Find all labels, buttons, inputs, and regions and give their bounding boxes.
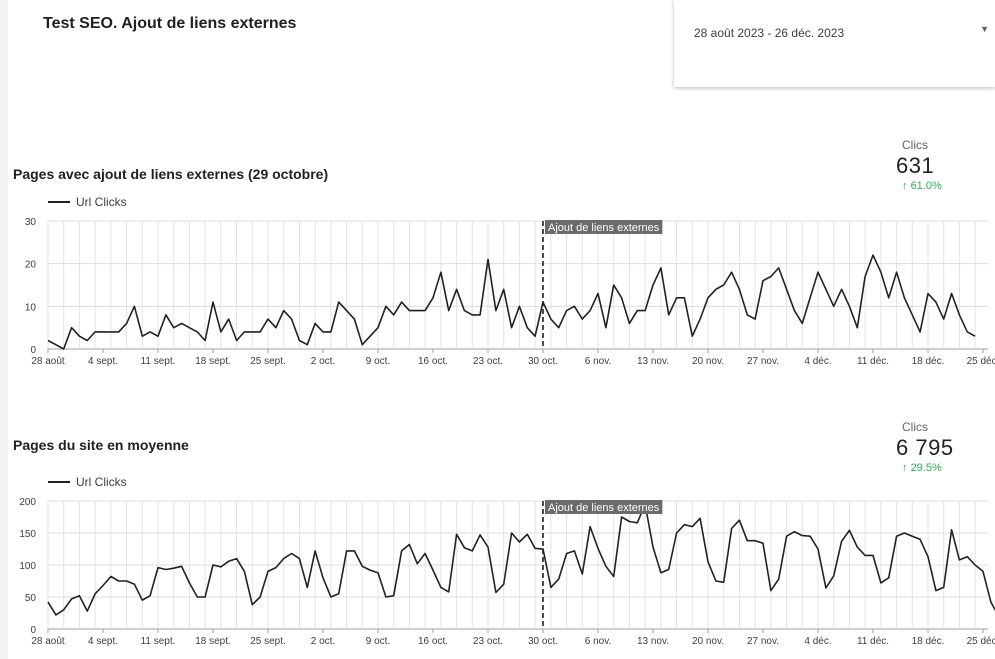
arrow-up-icon: ↑	[902, 462, 908, 474]
x-tick-label: 11 déc.	[857, 356, 889, 367]
x-tick-label: 16 oct.	[418, 356, 448, 367]
y-tick-label: 100	[19, 561, 36, 572]
dropdown-arrow-icon[interactable]: ▼	[980, 24, 989, 34]
kpi-1-value: 631	[896, 153, 935, 178]
chart-1-plot: 0 10 20 30 28 août 4 sept. 11 sept. 18 sept. 25 …	[25, 217, 995, 367]
annotation-tag: Ajout de liens externes	[545, 220, 663, 234]
x-tick-label: 13 nov.	[637, 636, 669, 647]
x-tick-label: 2 oct.	[311, 356, 335, 367]
x-tick-label: 9 oct.	[366, 636, 390, 647]
y-tick-label: 10	[25, 302, 37, 313]
x-tick-label: 6 nov.	[585, 356, 612, 367]
kpi-2-label: Clics	[902, 420, 928, 434]
annotation-label: Ajout de liens externes	[548, 502, 660, 514]
annotation-label-bg	[545, 220, 663, 234]
x-tick-label: 2 oct.	[311, 636, 335, 647]
x-tick-label: 27 nov.	[747, 356, 779, 367]
x-tick-label: 18 sept.	[195, 356, 231, 367]
kpi-1-delta-value: 61.0%	[910, 180, 942, 192]
y-tick-label: 200	[19, 497, 36, 508]
left-edge	[0, 0, 8, 659]
kpi-2-value: 6 795	[896, 435, 954, 460]
chart-2-legend-label: Url Clicks	[76, 475, 127, 489]
x-tick-label: 11 sept.	[141, 636, 176, 647]
x-tick-label: 18 déc.	[912, 636, 945, 647]
chart-2-kpi: Clics 6 795 ↑ 29.5%	[896, 420, 956, 474]
legend-line-icon	[48, 481, 70, 483]
x-tick-label: 11 sept.	[141, 356, 176, 367]
x-tick-label: 25 sept.	[250, 356, 286, 367]
kpi-1-label: Clics	[902, 138, 928, 152]
x-tick-label: 23 oct.	[473, 636, 503, 647]
x-tick-label: 18 déc.	[912, 356, 945, 367]
chart-2-plot: 0 50 100 150 200 28 août 4 sept. 11 sept. 18 sep…	[19, 497, 995, 647]
chart-2-title: Pages du site en moyenne	[13, 437, 189, 453]
series-line-url-clicks	[47, 503, 995, 616]
x-tick-label: 11 déc.	[857, 636, 889, 647]
x-tick-label: 13 nov.	[637, 356, 669, 367]
x-tick-label: 25 déc.	[967, 636, 995, 647]
arrow-up-icon: ↑	[902, 180, 908, 192]
report-title: Test SEO. Ajout de liens externes	[43, 15, 297, 32]
chart-1-legend-label: Url Clicks	[76, 195, 127, 209]
x-tick-label: 18 sept.	[195, 636, 231, 647]
annotation-label-bg	[545, 500, 663, 514]
date-range-value[interactable]: 28 août 2023 - 26 déc. 2023	[694, 26, 845, 40]
y-tick-label: 20	[25, 260, 37, 271]
chart-1-legend: Url Clicks	[48, 195, 127, 209]
y-tick-label: 30	[25, 217, 37, 228]
x-tick-label: 23 oct.	[473, 356, 503, 367]
y-tick-label: 0	[30, 625, 36, 636]
kpi-2-delta-value: 29.5%	[910, 462, 942, 474]
chart-2-legend: Url Clicks	[48, 475, 127, 489]
x-tick-label: 27 nov.	[747, 636, 779, 647]
kpi-1-delta: ↑ 61.0%	[902, 180, 956, 192]
annotation-tag: Ajout de liens externes	[545, 500, 663, 514]
kpi-2-delta: ↑ 29.5%	[902, 462, 956, 474]
x-tick-label: 20 nov.	[692, 356, 724, 367]
x-tick-label: 4 déc.	[804, 356, 831, 367]
x-tick-label: 20 nov.	[692, 636, 724, 647]
date-range-control[interactable]: 28 août 2023 - 26 déc. 2023 ▼	[674, 0, 995, 87]
x-tick-label: 16 oct.	[418, 636, 448, 647]
x-tick-label: 9 oct.	[366, 356, 390, 367]
x-tick-label: 6 nov.	[585, 636, 612, 647]
annotation-label: Ajout de liens externes	[548, 222, 660, 234]
y-tick-label: 50	[25, 593, 37, 604]
x-tick-label: 4 sept.	[88, 636, 118, 647]
y-tick-label: 0	[30, 345, 36, 356]
legend-line-icon	[48, 201, 70, 203]
y-tick-label: 150	[19, 529, 36, 540]
x-tick-label: 25 sept.	[250, 636, 286, 647]
chart-1-title: Pages avec ajout de liens externes (29 o…	[13, 166, 329, 182]
series-line-url-clicks	[47, 254, 976, 350]
x-tick-label: 25 déc.	[967, 356, 995, 367]
x-tick-label: 28 août	[31, 636, 65, 647]
x-tick-label: 30 oct.	[528, 356, 558, 367]
x-tick-label: 4 sept.	[88, 356, 118, 367]
chart-1-kpi: Clics 631 ↑ 61.0%	[896, 138, 956, 192]
x-tick-label: 30 oct.	[528, 636, 558, 647]
x-tick-label: 4 déc.	[804, 636, 831, 647]
x-tick-label: 28 août	[31, 356, 65, 367]
